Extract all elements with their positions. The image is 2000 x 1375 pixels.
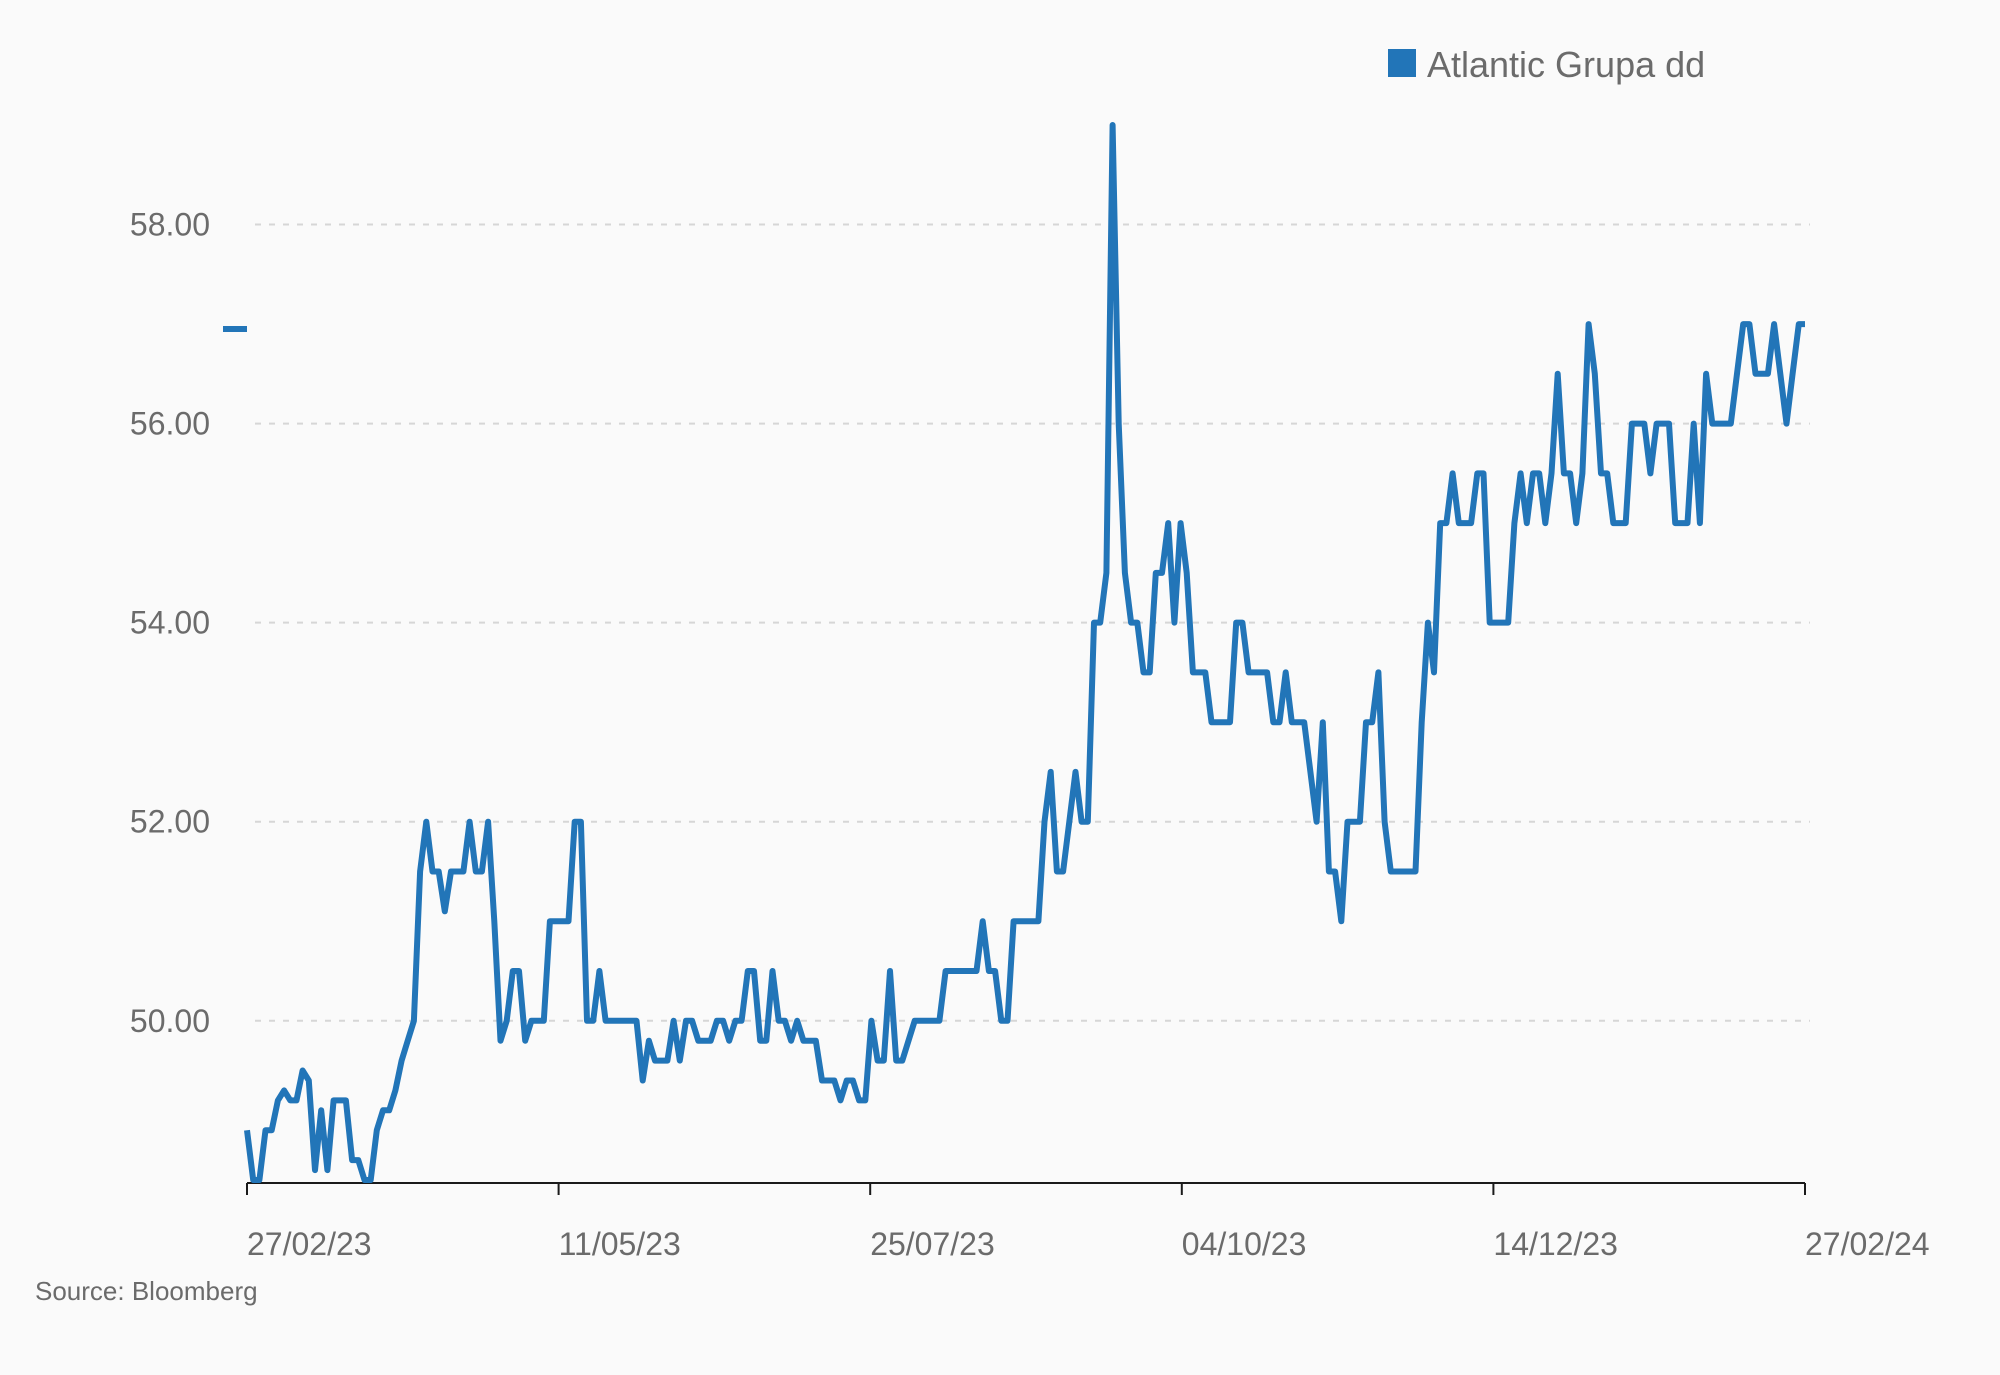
y-axis-marker [223,326,247,332]
x-tick-label: 11/05/23 [559,1226,681,1262]
y-axis-tick-labels: 50.00 52.00 54.00 56.00 58.00 [130,207,210,1039]
y-tick-label: 56.00 [130,406,210,442]
series-line-atlantic-grupa [244,122,1805,1183]
y-tick-label: 50.00 [130,1003,210,1039]
x-tick-label: 04/10/23 [1182,1226,1307,1262]
y-tick-label: 52.00 [130,804,210,840]
legend-label: Atlantic Grupa dd [1427,44,1705,85]
legend: Atlantic Grupa dd [1388,44,1705,85]
gridlines [255,223,1810,1022]
x-axis-ticks: 27/02/23 11/05/23 25/07/23 04/10/23 14/12/23… [246,1183,1930,1262]
y-tick-label: 54.00 [130,605,210,641]
x-tick-label: 27/02/23 [247,1226,372,1262]
legend-swatch [1388,49,1416,77]
x-tick-label: 14/12/23 [1493,1226,1618,1262]
x-tick-label: 25/07/23 [870,1226,995,1262]
x-tick-label: 27/02/24 [1805,1226,1930,1262]
y-tick-label: 58.00 [130,207,210,243]
source-note: Source: Bloomberg [35,1276,258,1306]
